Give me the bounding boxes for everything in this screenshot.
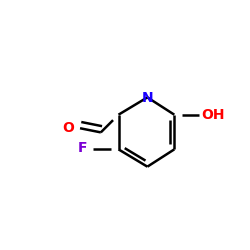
Text: O: O [62,121,74,135]
Text: N: N [142,91,153,105]
Text: F: F [78,142,88,156]
Text: OH: OH [201,108,225,122]
